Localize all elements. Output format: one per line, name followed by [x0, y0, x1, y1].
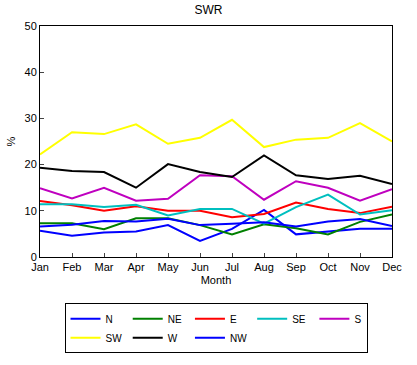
svg-text:40: 40 [25, 66, 37, 78]
svg-text:Jul: Jul [225, 261, 239, 273]
svg-text:20: 20 [25, 158, 37, 170]
svg-text:30: 30 [25, 112, 37, 124]
svg-text:NE: NE [168, 314, 182, 325]
svg-text:S: S [354, 314, 361, 325]
svg-text:Month: Month [201, 274, 232, 286]
svg-text:Dec: Dec [382, 261, 402, 273]
svg-text:%: % [5, 136, 17, 146]
svg-text:Sep: Sep [286, 261, 306, 273]
svg-text:Jun: Jun [191, 261, 209, 273]
svg-text:SWR: SWR [195, 3, 223, 17]
svg-text:Mar: Mar [95, 261, 114, 273]
svg-text:Apr: Apr [127, 261, 144, 273]
svg-text:Feb: Feb [63, 261, 82, 273]
svg-text:May: May [158, 261, 179, 273]
svg-text:SW: SW [106, 333, 123, 344]
svg-text:N: N [106, 314, 113, 325]
svg-text:W: W [168, 333, 178, 344]
svg-text:Aug: Aug [254, 261, 274, 273]
svg-text:SE: SE [292, 314, 306, 325]
svg-text:0: 0 [31, 251, 37, 263]
svg-text:10: 10 [25, 205, 37, 217]
svg-text:E: E [230, 314, 237, 325]
svg-text:Jan: Jan [31, 261, 49, 273]
svg-text:Oct: Oct [319, 261, 336, 273]
svg-text:Nov: Nov [350, 261, 370, 273]
svg-text:NW: NW [230, 333, 247, 344]
svg-text:50: 50 [25, 20, 37, 32]
